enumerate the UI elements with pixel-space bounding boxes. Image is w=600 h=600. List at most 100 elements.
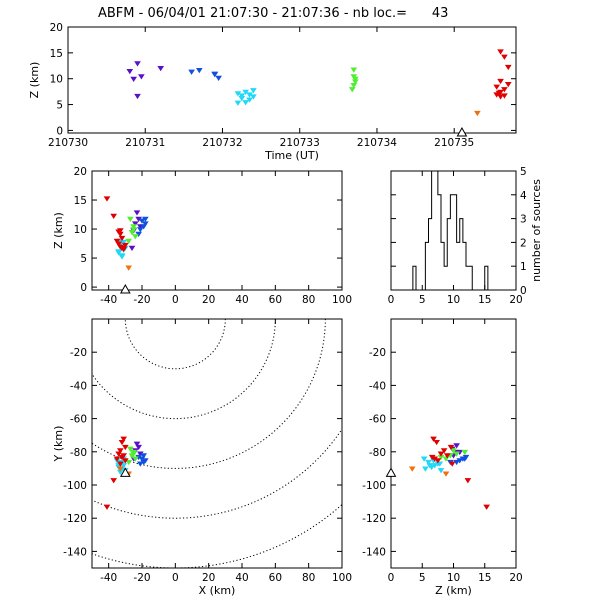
y-tick-label: 10 [50, 74, 63, 86]
source-point [125, 238, 132, 245]
x-tick-label: 40 [235, 572, 248, 584]
source-point [137, 227, 144, 233]
x-tick-label: 0 [388, 572, 395, 584]
y-tick-label: 5 [56, 100, 63, 112]
x-tick-label: 5 [419, 294, 426, 306]
panel-x_height: -40 -20 0 20 40 60 80 100 0 5 10 15 20 Z (km) [52, 166, 352, 306]
y-tick-label: -20 [70, 347, 87, 359]
source-point [113, 238, 121, 245]
source-point [408, 466, 416, 472]
histogram-bar [425, 242, 428, 290]
source-point [348, 87, 356, 93]
source-point [118, 454, 126, 461]
source-point [440, 448, 448, 454]
x-axis-label: Time (UT) [264, 149, 319, 162]
source-point [234, 100, 242, 106]
histogram-bar [469, 266, 472, 290]
source-point [117, 466, 124, 472]
y-tick-label: 2 [520, 237, 527, 249]
x-tick-label: 80 [302, 294, 315, 306]
x-axis-label: X (km) [199, 584, 236, 597]
x-tick-label: 210731 [125, 137, 165, 149]
source-point [474, 110, 481, 117]
x-tick-label: 20 [202, 294, 215, 306]
source-point [497, 94, 504, 100]
source-point [118, 439, 126, 446]
y-tick-label: -120 [63, 513, 87, 525]
source-point [103, 196, 111, 202]
histogram-bar [447, 219, 450, 290]
source-point [126, 69, 134, 75]
y-axis-label: Z (km) [28, 62, 41, 99]
source-point [443, 453, 451, 459]
source-point [130, 227, 137, 233]
y-tick-label: -80 [70, 447, 87, 459]
station-triangle [119, 467, 131, 477]
source-point [127, 446, 134, 452]
x-tick-label: 0 [172, 294, 179, 306]
source-point [453, 451, 460, 457]
source-point [130, 76, 137, 83]
y-tick-label: -60 [70, 414, 87, 426]
y-tick-label: 0 [520, 285, 527, 297]
y-tick-label: 20 [50, 22, 63, 34]
axes-frame [91, 170, 343, 291]
source-point [501, 93, 508, 99]
x-tick-label: 20 [509, 294, 522, 306]
source-point [422, 466, 429, 472]
source-point [122, 242, 129, 249]
source-point [110, 213, 117, 220]
source-point [188, 69, 195, 75]
source-point [122, 458, 129, 464]
source-point [350, 67, 358, 73]
source-point [118, 235, 126, 242]
y-tick-label: -120 [362, 513, 386, 525]
source-point [447, 444, 455, 451]
source-point [501, 87, 508, 93]
source-point [140, 453, 147, 459]
x-tick-label: -20 [133, 572, 150, 584]
source-point [453, 459, 460, 466]
data-points [408, 436, 490, 510]
source-point [352, 76, 359, 83]
source-point [493, 84, 501, 90]
source-point [238, 93, 246, 99]
x-tick-label: 100 [332, 572, 352, 584]
source-point [437, 451, 445, 457]
source-point [130, 451, 137, 457]
source-point [120, 239, 127, 246]
source-point [215, 75, 222, 82]
y-axis-label: Z (km) [52, 212, 65, 249]
y-tick-label: -140 [362, 546, 386, 558]
x-tick-label: 40 [235, 294, 248, 306]
source-point [238, 95, 246, 102]
figure-title: ABFM - 06/04/01 21:07:30 - 21:07:36 - nb… [98, 6, 448, 21]
y-tick-label: 3 [520, 214, 527, 226]
histogram-bar [435, 171, 438, 290]
x-tick-label: 10 [447, 572, 460, 584]
source-point [110, 478, 117, 484]
source-point [434, 458, 442, 464]
source-point [117, 228, 124, 234]
axes-frame [91, 318, 343, 569]
y-tick-label: 0 [80, 282, 87, 294]
source-point [138, 74, 145, 80]
source-point [442, 471, 450, 477]
y-tick-label: 0 [56, 125, 63, 137]
data-points [126, 49, 512, 117]
histogram-bar [454, 195, 457, 290]
source-point [137, 461, 144, 467]
y-tick-label: 15 [50, 48, 63, 60]
histogram-bar [457, 242, 460, 290]
y-tick-label: -80 [369, 447, 386, 459]
source-point [461, 456, 469, 462]
station-triangle [385, 467, 397, 477]
source-point [211, 72, 219, 78]
x-tick-label: -40 [100, 572, 117, 584]
source-point [350, 74, 358, 80]
histogram-bar [463, 242, 466, 290]
source-point [122, 444, 129, 451]
source-point [118, 254, 126, 260]
x-axis-label: Z (km) [435, 584, 472, 597]
